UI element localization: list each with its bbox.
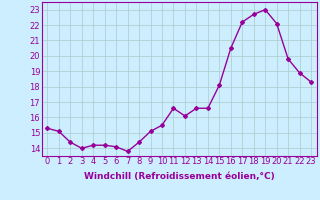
X-axis label: Windchill (Refroidissement éolien,°C): Windchill (Refroidissement éolien,°C) (84, 172, 275, 181)
